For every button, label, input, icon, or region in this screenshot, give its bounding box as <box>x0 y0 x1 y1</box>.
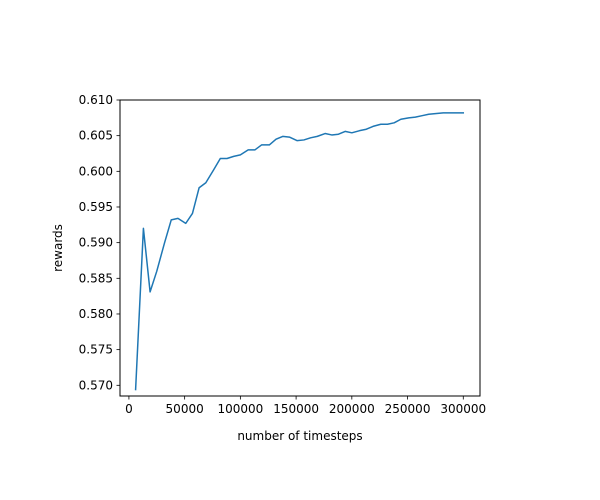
y-axis-label: rewards <box>51 224 65 272</box>
y-tick-label: 0.575 <box>79 343 113 357</box>
y-tick-label: 0.605 <box>79 129 113 143</box>
x-tick-label: 150000 <box>273 402 319 416</box>
x-tick-label: 100000 <box>217 402 263 416</box>
y-tick-label: 0.610 <box>79 93 113 107</box>
x-axis-label: number of timesteps <box>237 429 362 443</box>
y-tick-label: 0.570 <box>79 378 113 392</box>
axes-frame <box>119 99 481 397</box>
y-tick-label: 0.595 <box>79 200 113 214</box>
series-line-0 <box>134 112 465 391</box>
x-tick-label: 250000 <box>385 402 431 416</box>
y-axis-ticks: 0.570 0.575 0.580 0.585 0.590 0.595 0.600 0.605… <box>79 93 120 392</box>
plot-series <box>134 112 465 391</box>
y-tick-label: 0.590 <box>79 236 113 250</box>
x-tick-label: 300000 <box>440 402 486 416</box>
x-tick-label: 200000 <box>329 402 375 416</box>
x-axis-ticks: 0 50000 100000 150000 200000 250000 300000 <box>125 396 486 416</box>
x-tick-label: 50000 <box>166 402 204 416</box>
y-tick-label: 0.580 <box>79 307 113 321</box>
y-tick-label: 0.585 <box>79 271 113 285</box>
x-tick-label: 0 <box>125 402 133 416</box>
y-tick-label: 0.600 <box>79 164 113 178</box>
